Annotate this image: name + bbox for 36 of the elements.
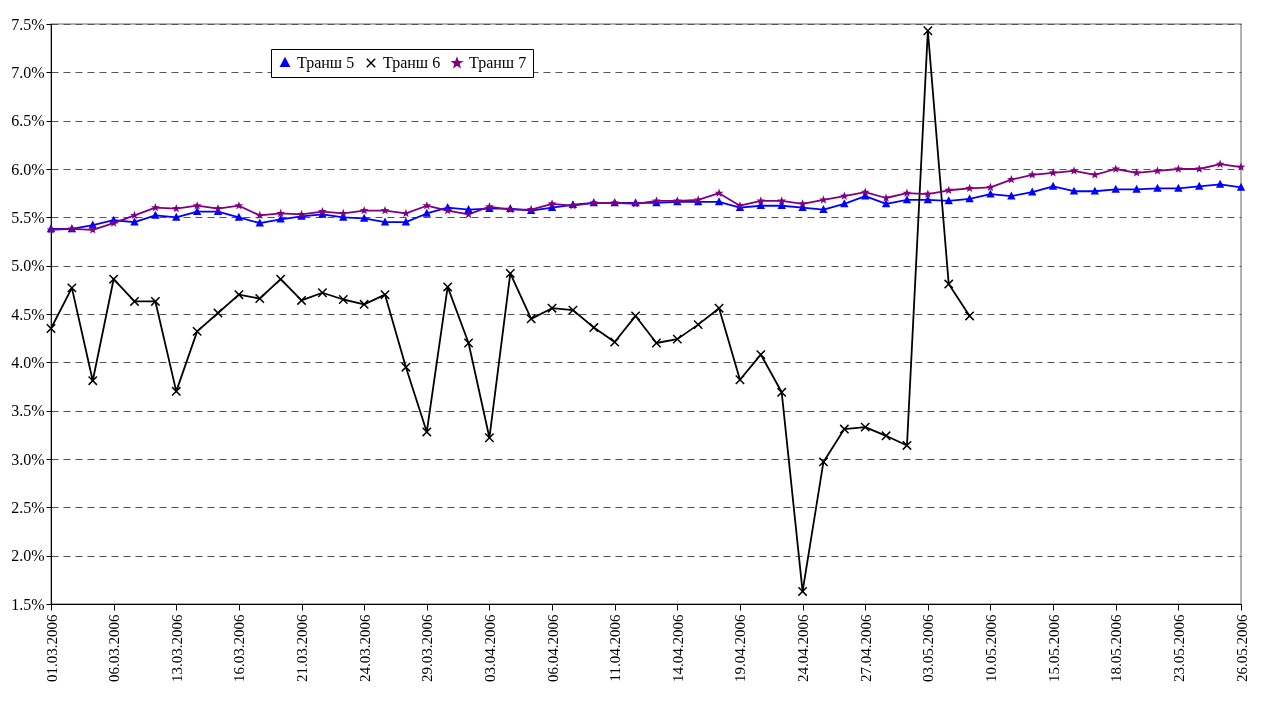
x-tick-label: 19.04.2006 <box>732 614 749 682</box>
x-tick-label: 23.05.2006 <box>1170 614 1187 682</box>
x-tick-label: 18.05.2006 <box>1108 614 1125 682</box>
x-tick-label: 21.03.2006 <box>294 614 311 682</box>
legend-label: Транш 6 <box>383 54 441 72</box>
x-tick-label: 13.03.2006 <box>168 614 185 682</box>
x-tick-label: 24.04.2006 <box>795 614 812 682</box>
x-tick-label: 29.03.2006 <box>419 614 436 682</box>
x-tick-label: 06.03.2006 <box>106 614 123 682</box>
x-tick-label: 15.05.2006 <box>1045 614 1062 682</box>
x-tick-label: 01.03.2006 <box>43 614 60 682</box>
y-tick-label: 4.5% <box>11 305 45 323</box>
y-tick-label: 7.0% <box>11 63 45 81</box>
x-tick-label: 06.04.2006 <box>544 614 561 682</box>
x-tick-label: 03.04.2006 <box>481 614 498 682</box>
y-tick-label: 6.5% <box>11 112 45 130</box>
x-tick-label: 27.04.2006 <box>857 614 874 682</box>
y-tick-label: 1.5% <box>11 595 45 613</box>
y-tick-label: 5.0% <box>11 257 45 275</box>
x-tick-label: 16.03.2006 <box>231 614 248 682</box>
x-tick-label: 03.05.2006 <box>920 614 937 682</box>
y-tick-label: 3.5% <box>11 402 45 420</box>
legend-label: Транш 5 <box>297 54 355 72</box>
y-tick-label: 6.0% <box>11 160 45 178</box>
legend-label: Транш 7 <box>469 54 527 72</box>
x-tick-label: 26.05.2006 <box>1233 614 1250 682</box>
x-tick-label: 10.05.2006 <box>982 614 999 682</box>
y-tick-label: 5.5% <box>11 208 45 226</box>
x-tick-label: 24.03.2006 <box>356 614 373 682</box>
y-tick-label: 7.5% <box>11 15 45 33</box>
y-tick-label: 3.0% <box>11 450 45 468</box>
y-tick-label: 2.5% <box>11 498 45 516</box>
y-tick-label: 2.0% <box>11 547 45 565</box>
x-tick-label: 14.04.2006 <box>669 614 686 682</box>
y-tick-label: 4.0% <box>11 353 45 371</box>
x-tick-label: 11.04.2006 <box>607 614 624 682</box>
